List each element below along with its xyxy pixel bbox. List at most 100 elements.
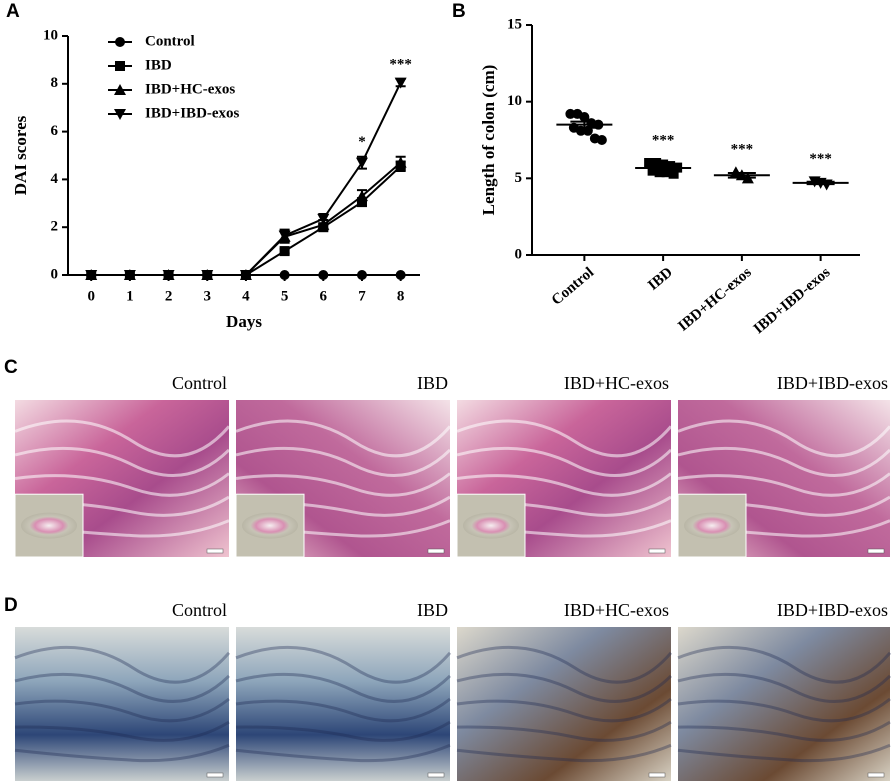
- legend-label: IBD+HC-exos: [145, 81, 235, 97]
- image-title: IBD+HC-exos: [564, 373, 669, 393]
- marker: [394, 156, 407, 168]
- scale-bar: [206, 772, 224, 778]
- image-title: IBD+IBD-exos: [777, 373, 888, 393]
- error-bar: [727, 171, 756, 179]
- image-title: IBD: [417, 600, 448, 620]
- error-bar: [570, 120, 599, 129]
- x-axis-label: Days: [226, 312, 262, 331]
- marker: [123, 270, 136, 281]
- marker: [651, 158, 662, 168]
- x-tick-label: IBD: [645, 264, 676, 294]
- marker: [644, 158, 655, 168]
- tissue-fold: [677, 446, 892, 477]
- tissue-fold: [677, 743, 891, 763]
- panel-label: A: [6, 1, 20, 22]
- tissue-fold: [235, 720, 451, 742]
- series-line: [91, 161, 402, 276]
- image-title: IBD+IBD-exos: [777, 600, 888, 620]
- tissue-fold: [14, 419, 231, 458]
- tissue-fold: [235, 472, 451, 497]
- x-tick-label: 4: [242, 288, 250, 304]
- legend-marker: [114, 84, 126, 95]
- tissue-fold: [14, 672, 231, 703]
- inset-section: [684, 512, 740, 539]
- tissue-fold: [235, 697, 451, 723]
- y-tick-label: 15: [507, 16, 522, 32]
- x-tick-label: IBD+IBD-exos: [751, 264, 834, 337]
- marker: [317, 213, 330, 225]
- tissue-fold: [14, 743, 230, 763]
- tissue-fold: [14, 472, 230, 497]
- marker: [318, 270, 329, 280]
- tissue-fold: [677, 672, 892, 703]
- series-line: [91, 165, 402, 276]
- tissue-fold: [456, 672, 673, 703]
- y-tick-label: 5: [515, 170, 523, 186]
- y-axis-label: Length of colon (cm): [479, 65, 498, 216]
- y-tick-label: 8: [51, 75, 59, 91]
- y-tick-label: 6: [51, 123, 59, 139]
- tissue-fold: [456, 720, 672, 742]
- marker: [162, 270, 175, 281]
- marker: [279, 270, 290, 280]
- x-tick-label: 0: [87, 288, 95, 304]
- x-tick-label: 1: [126, 288, 134, 304]
- image-title: Control: [172, 600, 227, 620]
- micrograph: [236, 627, 450, 781]
- tissue-fold: [235, 446, 452, 477]
- scale-bar: [427, 548, 445, 554]
- tissue-fold: [677, 697, 891, 723]
- x-tick-label: 2: [165, 288, 173, 304]
- y-tick-label: 4: [51, 171, 59, 187]
- marker: [355, 157, 368, 169]
- tissue-fold: [456, 419, 673, 458]
- micrograph: [15, 627, 229, 781]
- x-tick-label: 8: [397, 288, 405, 304]
- scale-bar: [648, 772, 666, 778]
- significance: ***: [731, 142, 754, 158]
- x-tick-label: 6: [320, 288, 328, 304]
- marker: [395, 270, 406, 280]
- legend-label: Control: [145, 33, 195, 49]
- significance: *: [358, 134, 366, 150]
- tissue-fold: [14, 645, 231, 684]
- y-tick-label: 10: [507, 93, 522, 109]
- y-tick-label: 2: [51, 219, 59, 235]
- scale-bar: [867, 548, 885, 554]
- inset-section: [21, 512, 77, 539]
- significance: ***: [389, 56, 412, 72]
- marker: [654, 167, 665, 178]
- tissue-fold: [235, 672, 452, 703]
- marker: [661, 167, 672, 178]
- tissue-fold: [677, 720, 891, 742]
- scale-bar: [648, 548, 666, 554]
- marker: [356, 270, 367, 280]
- y-tick-label: 0: [51, 266, 59, 282]
- legend-marker: [115, 37, 125, 47]
- legend-label: IBD+IBD-exos: [145, 105, 240, 121]
- marker: [658, 159, 669, 170]
- inset-section: [242, 512, 298, 539]
- tissue-fold: [235, 645, 452, 684]
- legend-label: IBD: [145, 57, 172, 73]
- scale-bar: [206, 548, 224, 554]
- legend-marker: [114, 109, 126, 120]
- tissue-fold: [456, 472, 672, 497]
- micrograph: [678, 627, 890, 781]
- marker: [239, 270, 252, 281]
- x-tick-label: 3: [204, 288, 212, 304]
- tissue-fold: [456, 697, 672, 723]
- significance: ***: [652, 132, 675, 148]
- tissue-fold: [14, 446, 231, 477]
- x-tick-label: IBD+HC-exos: [675, 264, 755, 334]
- significance: ***: [809, 151, 832, 167]
- panel-label: D: [4, 595, 18, 616]
- y-tick-label: 0: [515, 246, 523, 262]
- image-title: Control: [172, 373, 227, 393]
- tissue-fold: [456, 446, 673, 477]
- y-axis-label: DAI scores: [11, 115, 30, 195]
- series-line: [91, 82, 402, 276]
- tissue-fold: [677, 472, 891, 497]
- marker: [85, 270, 98, 281]
